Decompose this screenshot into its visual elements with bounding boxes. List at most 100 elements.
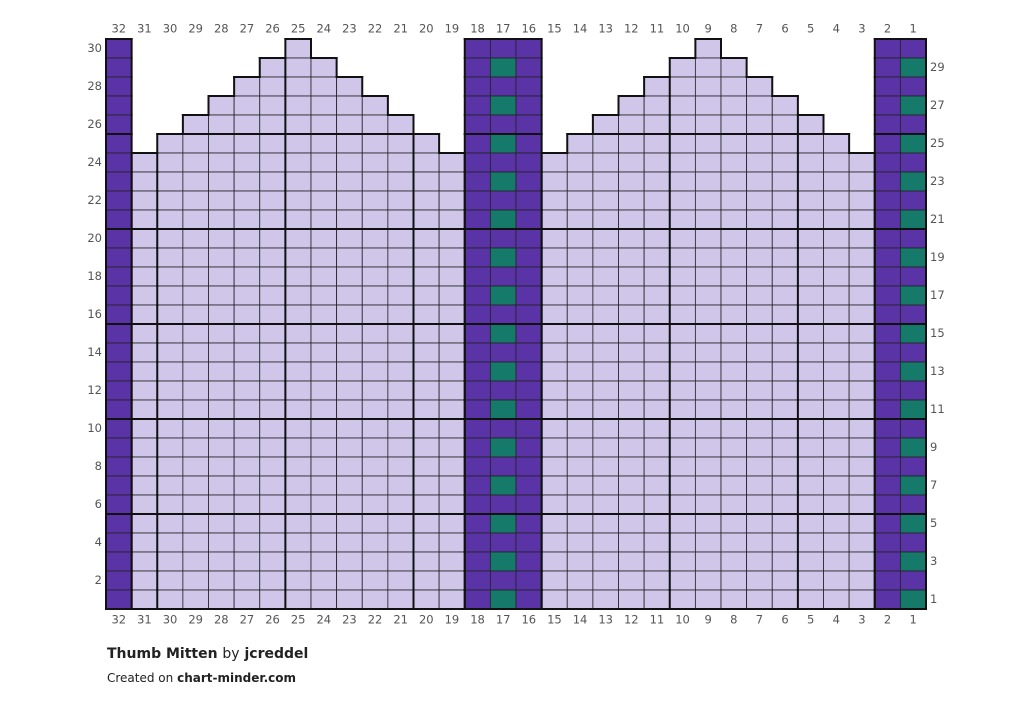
stitch-cell [489,266,517,287]
stitch-cell [592,114,619,135]
stitch-cell [746,570,773,591]
stitch-cell [618,456,645,477]
stitch-cell [874,570,901,591]
stitch-cell [771,209,799,230]
stitch-cell [182,285,209,306]
stitch-cell [413,456,440,477]
stitch-cell [105,228,133,249]
stitch-cell [618,342,645,363]
stitch-cell [541,456,568,477]
stitch-cell [566,551,594,572]
stitch-cell [156,228,184,249]
stitch-cell [182,152,209,173]
stitch-cell [566,399,594,420]
stitch-cell [669,437,696,458]
stitch-cell [259,114,286,135]
stitch-cell [515,532,543,553]
stitch-cell [771,114,799,135]
stitch-cell [694,190,722,211]
stitch-cell [438,570,466,591]
stitch-cell [797,209,824,230]
stitch-cell [284,437,312,458]
stitch-cell [361,399,389,420]
stitch-cell [489,114,517,135]
stitch-cell [669,247,696,268]
stitch-cell [387,285,414,306]
stitch-cell [233,475,261,496]
row-label: 25 [930,136,945,150]
stitch-cell [541,589,568,610]
stitch-cell [541,247,568,268]
stitch-cell [874,399,901,420]
column-label: 28 [214,22,229,36]
stitch-cell [618,437,645,458]
stitch-cell [746,437,773,458]
stitch-cell [387,380,414,401]
stitch-cell [746,589,773,610]
stitch-cell [105,532,133,553]
column-label: 21 [393,613,408,627]
stitch-cell [643,76,671,97]
stitch-cell [823,209,850,230]
stitch-cell [797,589,824,610]
stitch-cell [797,247,824,268]
stitch-cell [413,437,440,458]
stitch-cell [797,266,824,287]
stitch-cell [489,57,517,78]
stitch-cell [643,152,671,173]
stitch-cell [823,361,850,382]
stitch-cell [823,532,850,553]
stitch-cell [182,190,209,211]
stitch-cell [361,323,389,344]
stitch-cell [105,475,133,496]
stitch-cell [592,570,619,591]
column-label: 28 [214,613,229,627]
stitch-cell [694,152,722,173]
stitch-cell [336,380,363,401]
stitch-cell [899,475,927,496]
stitch-cell [669,76,696,97]
stitch-cell [131,589,158,610]
stitch-cell [746,342,773,363]
stitch-cell [874,361,901,382]
stitch-cell [797,532,824,553]
stitch-cell [259,285,286,306]
stitch-cell [899,228,927,249]
stitch-cell [823,475,850,496]
stitch-cell [566,152,594,173]
stitch-cell [464,247,491,268]
stitch-cell [438,247,466,268]
stitch-cell [746,418,773,439]
stitch-cell [643,513,671,534]
created-prefix: Created on [107,671,174,685]
stitch-cell [746,494,773,515]
stitch-cell [182,494,209,515]
stitch-cell [823,266,850,287]
column-label: 10 [675,22,690,36]
column-label: 9 [705,613,712,627]
stitch-cell [464,342,491,363]
stitch-cell [848,285,876,306]
stitch-cell [771,399,799,420]
stitch-cell [746,285,773,306]
stitch-cell [746,76,773,97]
stitch-cell [771,494,799,515]
chart-credit: Thumb Mitten by jcreddel [107,646,308,662]
stitch-cell [720,171,748,192]
stitch-cell [618,95,645,116]
stitch-cell [105,114,133,135]
stitch-cell [131,285,158,306]
stitch-cell [515,475,543,496]
stitch-cell [797,190,824,211]
stitch-cell [310,228,338,249]
stitch-cell [182,380,209,401]
stitch-cell [592,399,619,420]
column-label: 26 [265,613,280,627]
stitch-cell [797,418,824,439]
stitch-cell [669,532,696,553]
stitch-cell [643,456,671,477]
stitch-cell [387,589,414,610]
stitch-cell [182,171,209,192]
stitch-cell [592,228,619,249]
